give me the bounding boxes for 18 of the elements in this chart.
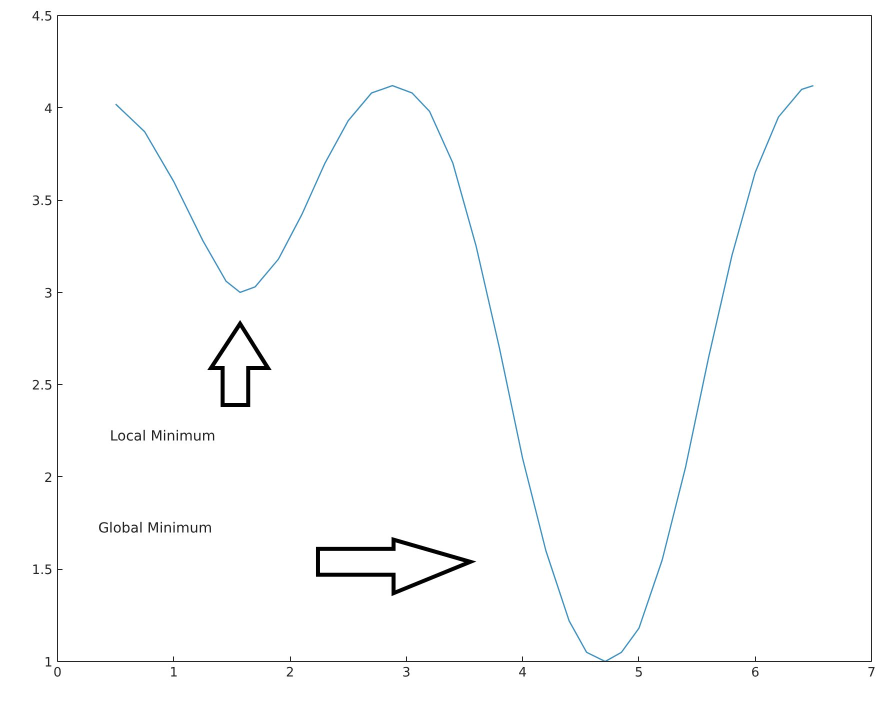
y-tick-label: 4 xyxy=(44,102,53,117)
y-tick-label: 2 xyxy=(44,470,53,486)
annotation: Global Minimum xyxy=(98,520,212,537)
y-tick-label: 1.5 xyxy=(32,563,53,578)
x-tick-label: 1 xyxy=(170,666,178,680)
x-tick-label: 3 xyxy=(402,666,411,680)
x-tick-label: 4 xyxy=(518,666,527,680)
x-tick-label: 6 xyxy=(751,666,760,680)
y-tick-label: 2.5 xyxy=(32,378,53,394)
y-tick-label: 1 xyxy=(44,656,53,670)
x-tick-label: 2 xyxy=(286,666,294,680)
x-tick-label: 0 xyxy=(53,666,62,680)
annotation: Local Minimum xyxy=(110,428,216,444)
y-tick-label: 3 xyxy=(44,286,53,302)
y-tick-label: 4.5 xyxy=(32,10,53,24)
x-tick-label: 5 xyxy=(634,666,644,680)
x-tick-label: 7 xyxy=(867,666,876,680)
y-tick-label: 3.5 xyxy=(32,194,53,210)
